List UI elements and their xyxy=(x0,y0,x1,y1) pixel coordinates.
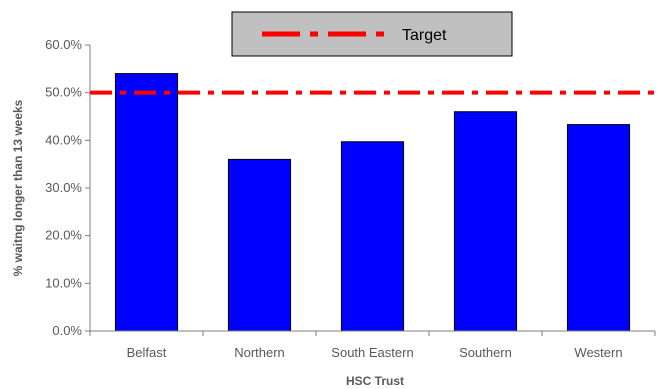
bar-northern xyxy=(228,159,290,331)
bar-southern xyxy=(454,112,516,331)
bar-south-eastern xyxy=(341,142,403,331)
x-tick-label: South Eastern xyxy=(331,345,413,360)
y-tick-label: 40.0% xyxy=(45,132,82,147)
x-tick-label: Belfast xyxy=(127,345,167,360)
y-tick-label: 60.0% xyxy=(45,37,82,52)
legend-target-label: Target xyxy=(402,27,447,44)
y-tick-label: 20.0% xyxy=(45,228,82,243)
bars-layer xyxy=(115,74,629,331)
y-tick-label: 30.0% xyxy=(45,180,82,195)
legend: Target xyxy=(232,12,512,56)
x-axis-title: HSC Trust xyxy=(346,374,404,388)
bar-belfast xyxy=(115,74,177,331)
y-axis-title: % waitng longer than 13 weeks xyxy=(11,99,25,276)
x-tick-label: Northern xyxy=(234,345,285,360)
y-tick-label: 10.0% xyxy=(45,275,82,290)
x-tick-label: Southern xyxy=(459,345,512,360)
bar-western xyxy=(567,125,629,331)
y-tick-label: 50.0% xyxy=(45,85,82,100)
x-tick-label: Western xyxy=(574,345,622,360)
y-tick-label: 0.0% xyxy=(52,323,82,338)
